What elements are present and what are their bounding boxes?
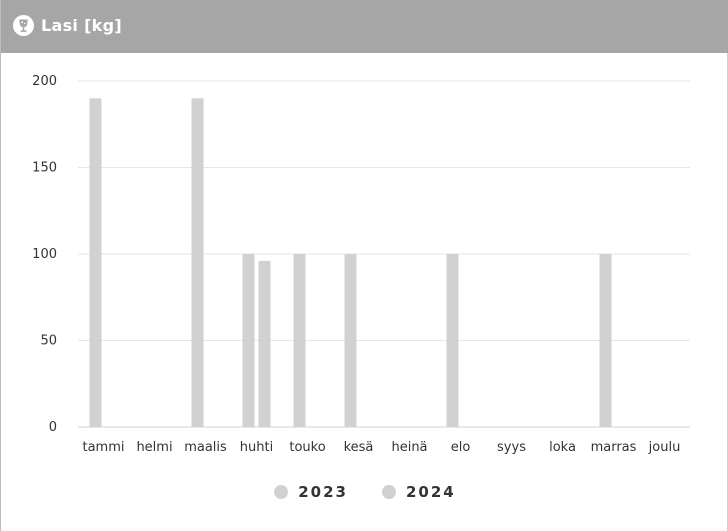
y-tick-label: 0: [49, 420, 57, 435]
x-tick-label: helmi: [136, 440, 172, 455]
bar-2023-marras: [599, 254, 612, 427]
legend-marker-2023: [274, 485, 289, 499]
bar-2024-huhti: [258, 260, 271, 427]
x-tick-label: touko: [289, 440, 325, 455]
bar-2023-kesä: [344, 254, 357, 427]
bar-2023-huhti: [242, 254, 255, 427]
legend-label-2024: 2024: [406, 483, 456, 501]
x-tick-label: syys: [497, 440, 526, 455]
legend-marker-2024: [382, 485, 396, 499]
wine-glass-icon: [13, 15, 34, 36]
x-tick-label: maalis: [184, 440, 227, 455]
x-tick-label: kesä: [344, 440, 374, 455]
bar-2023-tammi: [89, 98, 102, 428]
bar-2023-touko: [293, 254, 306, 427]
legend-item-2023[interactable]: 2023: [274, 480, 348, 504]
x-tick-label: tammi: [82, 440, 124, 455]
x-tick-label: elo: [451, 440, 471, 455]
bar-2023-elo: [446, 254, 459, 427]
y-tick-label: 100: [32, 247, 57, 262]
y-tick-label: 150: [32, 161, 57, 176]
chart-legend: 2023 2024: [1, 480, 728, 504]
x-tick-label: heinä: [391, 440, 427, 455]
x-tick-label: joulu: [648, 440, 681, 455]
panel-title: Lasi [kg]: [41, 16, 122, 35]
x-tick-label: marras: [591, 440, 637, 455]
y-tick-label: 50: [40, 334, 57, 349]
legend-item-2024[interactable]: 2024: [382, 480, 456, 504]
x-tick-label: huhti: [240, 440, 273, 455]
bar-chart: 0 50 100 150 200 tammi helmi maalis huhti touko ke…: [32, 74, 690, 455]
legend-label-2023: 2023: [298, 483, 348, 501]
bar-2023-maalis: [191, 98, 204, 428]
y-tick-label: 200: [32, 74, 57, 89]
panel-header: Lasi [kg]: [1, 0, 728, 53]
x-tick-label: loka: [549, 440, 576, 455]
